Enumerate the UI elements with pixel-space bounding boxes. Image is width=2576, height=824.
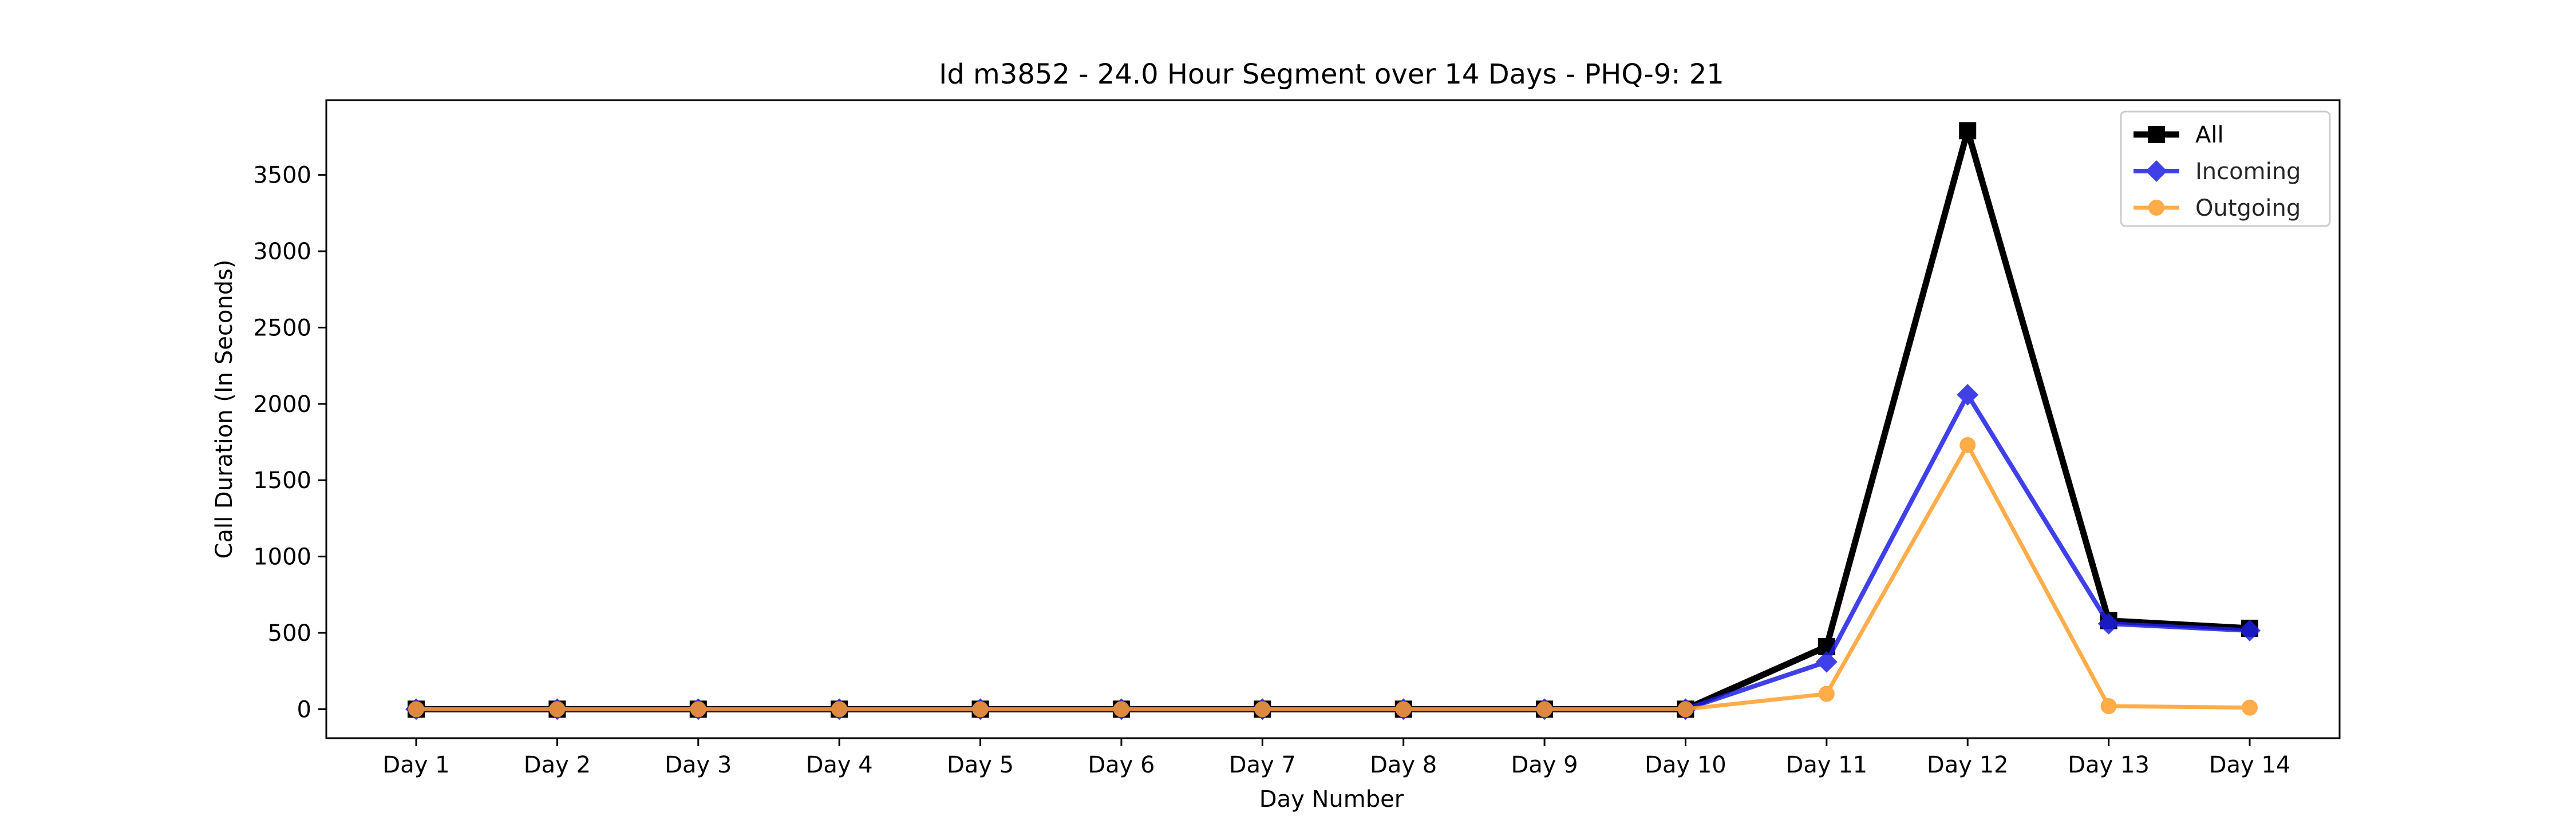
chart-title: Id m3852 - 24.0 Hour Segment over 14 Day… — [939, 58, 1724, 90]
legend-label-all: All — [2195, 122, 2224, 148]
legend-entry-incoming: Incoming — [2134, 159, 2301, 185]
x-tick-label: Day 11 — [1786, 752, 1868, 778]
data-point-outgoing — [1536, 701, 1553, 718]
data-point-incoming — [1815, 651, 1838, 673]
legend-entry-outgoing: Outgoing — [2134, 195, 2301, 221]
legend-marker-incoming — [2146, 160, 2167, 182]
x-tick-label: Day 14 — [2209, 752, 2291, 778]
y-tick-label: 3500 — [253, 163, 311, 189]
legend-label-outgoing: Outgoing — [2195, 195, 2301, 221]
series-all — [408, 122, 2258, 718]
data-point-outgoing — [972, 701, 989, 718]
data-point-incoming — [1957, 383, 1979, 406]
data-point-outgoing — [1254, 701, 1271, 718]
series-outgoing — [408, 437, 2258, 718]
y-axis-ticks: 0 500 1000 1500 2000 2500 3000 3500 — [253, 163, 326, 723]
y-tick-label: 1500 — [253, 468, 311, 494]
y-tick-label: 2500 — [253, 315, 311, 341]
y-tick-label: 0 — [297, 696, 311, 723]
x-tick-label: Day 2 — [524, 752, 591, 778]
plot-area — [325, 99, 2341, 739]
data-point-outgoing — [1113, 701, 1129, 718]
data-point-outgoing — [408, 701, 424, 718]
x-axis-label: Day Number — [1259, 786, 1404, 813]
data-point-incoming — [2239, 620, 2261, 641]
x-tick-label: Day 3 — [665, 752, 732, 778]
series-incoming — [405, 383, 2261, 720]
data-point-outgoing — [690, 701, 706, 718]
series-line-outgoing — [414, 443, 2252, 711]
y-tick-label: 3000 — [253, 239, 311, 265]
x-tick-label: Day 6 — [1088, 752, 1155, 778]
data-point-outgoing — [2100, 698, 2117, 714]
legend-box — [2120, 110, 2331, 227]
series-layer — [405, 122, 2261, 720]
x-tick-label: Day 13 — [2068, 752, 2150, 778]
legend-entry-all: All — [2134, 122, 2224, 148]
legend-marker-all — [2148, 126, 2165, 143]
data-point-all — [1959, 122, 1977, 140]
y-tick-label: 1000 — [253, 544, 311, 571]
x-tick-label: Day 4 — [806, 752, 873, 778]
y-axis-label: Call Duration (In Seconds) — [211, 260, 238, 559]
data-point-incoming — [2097, 613, 2120, 635]
x-tick-label: Day 7 — [1229, 752, 1296, 778]
series-line-all — [413, 127, 2253, 712]
data-point-outgoing — [1818, 686, 1835, 702]
x-tick-label: Day 5 — [947, 752, 1014, 778]
data-point-outgoing — [1677, 701, 1694, 718]
x-tick-label: Day 1 — [382, 752, 449, 778]
x-tick-label: Day 8 — [1370, 752, 1437, 778]
legend: All Incoming Outgoing — [2120, 110, 2331, 227]
y-tick-label: 500 — [268, 620, 311, 647]
legend-marker-outgoing — [2148, 200, 2164, 216]
data-point-outgoing — [1395, 701, 1412, 718]
legend-label-incoming: Incoming — [2195, 159, 2301, 185]
data-point-outgoing — [831, 701, 848, 718]
data-point-outgoing — [1959, 437, 1976, 453]
plot-frame — [325, 99, 2341, 739]
data-point-outgoing — [549, 701, 566, 718]
x-axis-ticks: Day 1 Day 2 Day 3 Day 4 Day 5 Day 6 Day 7 Day 8… — [382, 738, 2290, 778]
x-tick-label: Day 10 — [1645, 752, 1726, 778]
y-tick-label: 2000 — [253, 391, 311, 418]
x-tick-label: Day 9 — [1511, 752, 1578, 778]
data-point-outgoing — [2242, 699, 2258, 716]
x-tick-label: Day 12 — [1927, 752, 2009, 778]
